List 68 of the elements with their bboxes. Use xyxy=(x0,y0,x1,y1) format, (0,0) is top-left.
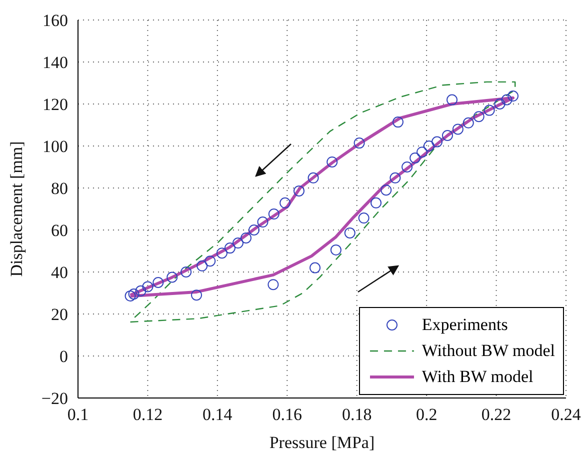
point xyxy=(191,290,202,301)
legend-label: With BW model xyxy=(422,367,534,387)
point xyxy=(268,279,279,290)
point xyxy=(268,208,280,220)
y-tick-label: 160 xyxy=(42,11,68,30)
point xyxy=(152,277,164,288)
x-tick-label: 0.18 xyxy=(342,405,372,424)
point xyxy=(232,238,244,249)
point xyxy=(180,266,192,278)
point xyxy=(416,146,428,158)
point xyxy=(135,285,146,296)
x-tick-label: 0.12 xyxy=(132,405,163,424)
point xyxy=(370,197,382,208)
point xyxy=(240,232,252,244)
point xyxy=(166,272,178,283)
point xyxy=(204,256,216,267)
y-tick-label: 40 xyxy=(51,263,68,282)
point xyxy=(410,152,421,164)
point xyxy=(293,185,304,196)
y-axis-title: Displacement [mm] xyxy=(7,141,26,277)
point xyxy=(501,94,512,106)
point xyxy=(508,90,519,102)
point xyxy=(380,184,392,196)
y-tick-label: 0 xyxy=(60,347,68,366)
point xyxy=(196,260,208,272)
x-tick-label: 0.22 xyxy=(481,405,512,424)
y-tick-label: 60 xyxy=(51,221,68,240)
legend-label: Without BW model xyxy=(422,341,555,361)
point xyxy=(392,116,404,128)
point xyxy=(142,281,154,292)
point xyxy=(452,124,464,135)
y-tick-label: −20 xyxy=(41,389,68,408)
point xyxy=(280,197,291,208)
point xyxy=(124,290,136,302)
point xyxy=(308,172,319,184)
point xyxy=(310,262,321,274)
point xyxy=(216,248,228,259)
point xyxy=(354,138,365,149)
x-tick-label: 0.16 xyxy=(272,405,302,424)
point xyxy=(358,212,370,224)
point xyxy=(462,117,474,128)
point xyxy=(128,288,140,300)
y-tick-label: 80 xyxy=(51,179,68,198)
point xyxy=(402,162,413,172)
point xyxy=(224,242,236,254)
x-tick-label: 0.2 xyxy=(416,405,438,424)
point xyxy=(326,156,338,168)
legend-label: Experiments xyxy=(422,315,508,335)
point xyxy=(424,140,435,152)
y-tick-label: 20 xyxy=(51,305,68,324)
y-tick-label: 120 xyxy=(42,95,68,114)
x-tick-label: 0.24 xyxy=(551,405,582,424)
x-tick-label: 0.1 xyxy=(67,405,89,424)
point xyxy=(248,224,260,236)
x-axis-title: Pressure [MPa] xyxy=(269,433,375,452)
point xyxy=(390,172,401,184)
point xyxy=(344,227,356,238)
point xyxy=(473,111,484,122)
point xyxy=(442,130,453,141)
x-tick-label: 0.14 xyxy=(202,405,233,424)
y-tick-label: 140 xyxy=(42,53,68,72)
point xyxy=(484,104,495,116)
point xyxy=(494,98,506,110)
point xyxy=(446,94,458,106)
point xyxy=(330,244,342,256)
point xyxy=(432,136,443,148)
y-tick-label: 100 xyxy=(42,137,68,156)
point xyxy=(257,216,268,228)
